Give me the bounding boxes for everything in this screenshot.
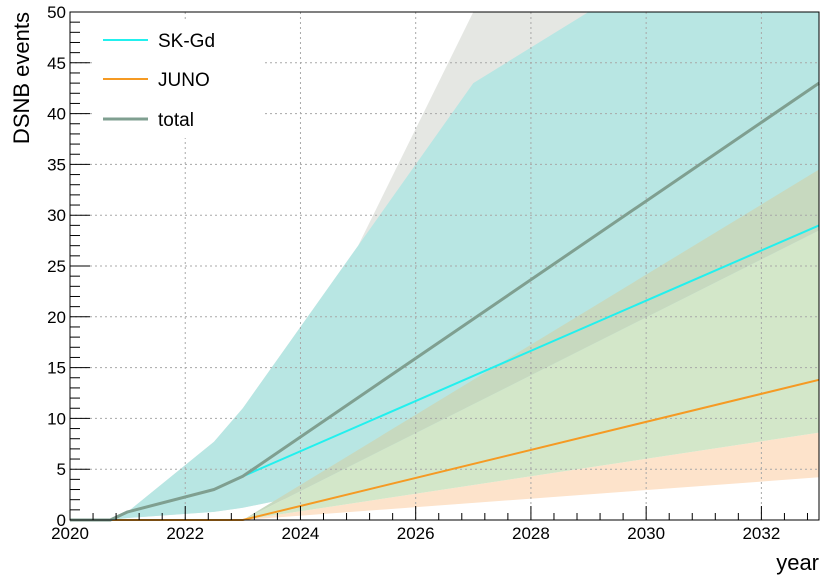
- band-juno-2: [242, 432, 820, 520]
- y-tick-label-20: 20: [47, 308, 66, 327]
- y-axis-title: DSNB events: [9, 12, 34, 144]
- legend-label-juno: JUNO: [158, 70, 210, 91]
- y-tick-label-50: 50: [47, 3, 66, 22]
- y-tick-label-40: 40: [47, 105, 66, 124]
- x-axis-title: year: [776, 550, 819, 575]
- y-tick-label-15: 15: [47, 359, 66, 378]
- x-tick-label-2022: 2022: [166, 524, 204, 543]
- x-tick-label-2026: 2026: [397, 524, 435, 543]
- y-tick-label-10: 10: [47, 409, 66, 428]
- axis-ticks: [69, 11, 808, 521]
- legend-label-sk-gd: SK-Gd: [158, 31, 215, 52]
- x-tick-label-2032: 2032: [742, 524, 780, 543]
- x-tick-label-2030: 2030: [627, 524, 665, 543]
- x-tick-label-2024: 2024: [282, 524, 320, 543]
- y-tick-label-5: 5: [57, 460, 66, 479]
- x-tick-label-2028: 2028: [512, 524, 550, 543]
- y-tick-label-45: 45: [47, 54, 66, 73]
- tick-labels: 2020 2022 2024 2026 2028 2030 2032 0 5 10 15 20 25 30…: [47, 3, 780, 543]
- legend: SK-Gd JUNO total: [95, 20, 265, 138]
- y-tick-label-25: 25: [47, 257, 66, 276]
- legend-label-total: total: [158, 110, 194, 131]
- y-tick-label-30: 30: [47, 206, 66, 225]
- uncertainty-bands: [70, 12, 820, 520]
- x-tick-label-2020: 2020: [51, 524, 89, 543]
- band-juno-4: [242, 169, 820, 520]
- y-tick-label-35: 35: [47, 155, 66, 174]
- y-tick-label-0: 0: [57, 511, 66, 530]
